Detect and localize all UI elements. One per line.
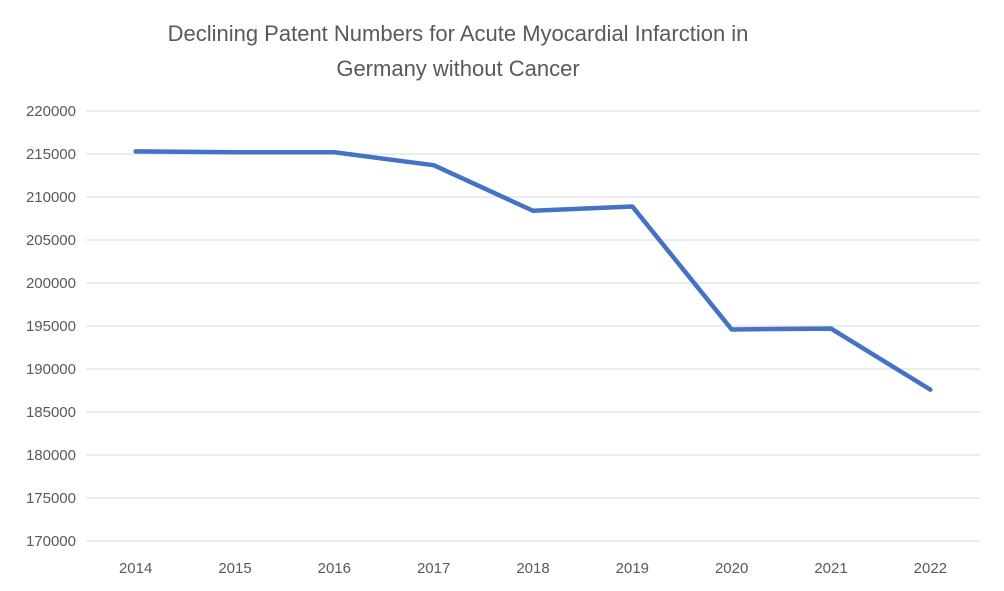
y-axis-tick-label: 185000	[26, 404, 76, 421]
y-axis-tick-label: 205000	[26, 232, 76, 249]
y-axis-tick-label: 180000	[26, 447, 76, 464]
y-axis-tick-label: 195000	[26, 318, 76, 335]
x-axis-tick-label: 2020	[715, 560, 748, 577]
x-axis-tick-label: 2019	[616, 560, 649, 577]
x-axis-tick-label: 2018	[516, 560, 549, 577]
chart-title: Declining Patent Numbers for Acute Myoca…	[56, 16, 860, 86]
y-axis-tick-label: 220000	[26, 103, 76, 120]
x-axis-tick-label: 2021	[814, 560, 847, 577]
chart-title-line-2: Germany without Cancer	[336, 56, 580, 81]
y-axis-tick-label: 170000	[26, 533, 76, 550]
y-axis-tick-label: 175000	[26, 490, 76, 507]
y-axis-tick-label: 200000	[26, 275, 76, 292]
x-axis-tick-label: 2014	[119, 560, 152, 577]
data-line-series	[133, 149, 933, 392]
y-axis-tick-label: 215000	[26, 146, 76, 163]
x-axis-tick-label: 2017	[417, 560, 450, 577]
x-axis-tick-label: 2022	[914, 560, 947, 577]
y-axis-tick-label: 210000	[26, 189, 76, 206]
chart-title-line-1: Declining Patent Numbers for Acute Myoca…	[167, 21, 749, 46]
x-axis-tick-label: 2016	[318, 560, 351, 577]
x-axis-tick-label: 2015	[218, 560, 251, 577]
y-axis-tick-label: 190000	[26, 361, 76, 378]
